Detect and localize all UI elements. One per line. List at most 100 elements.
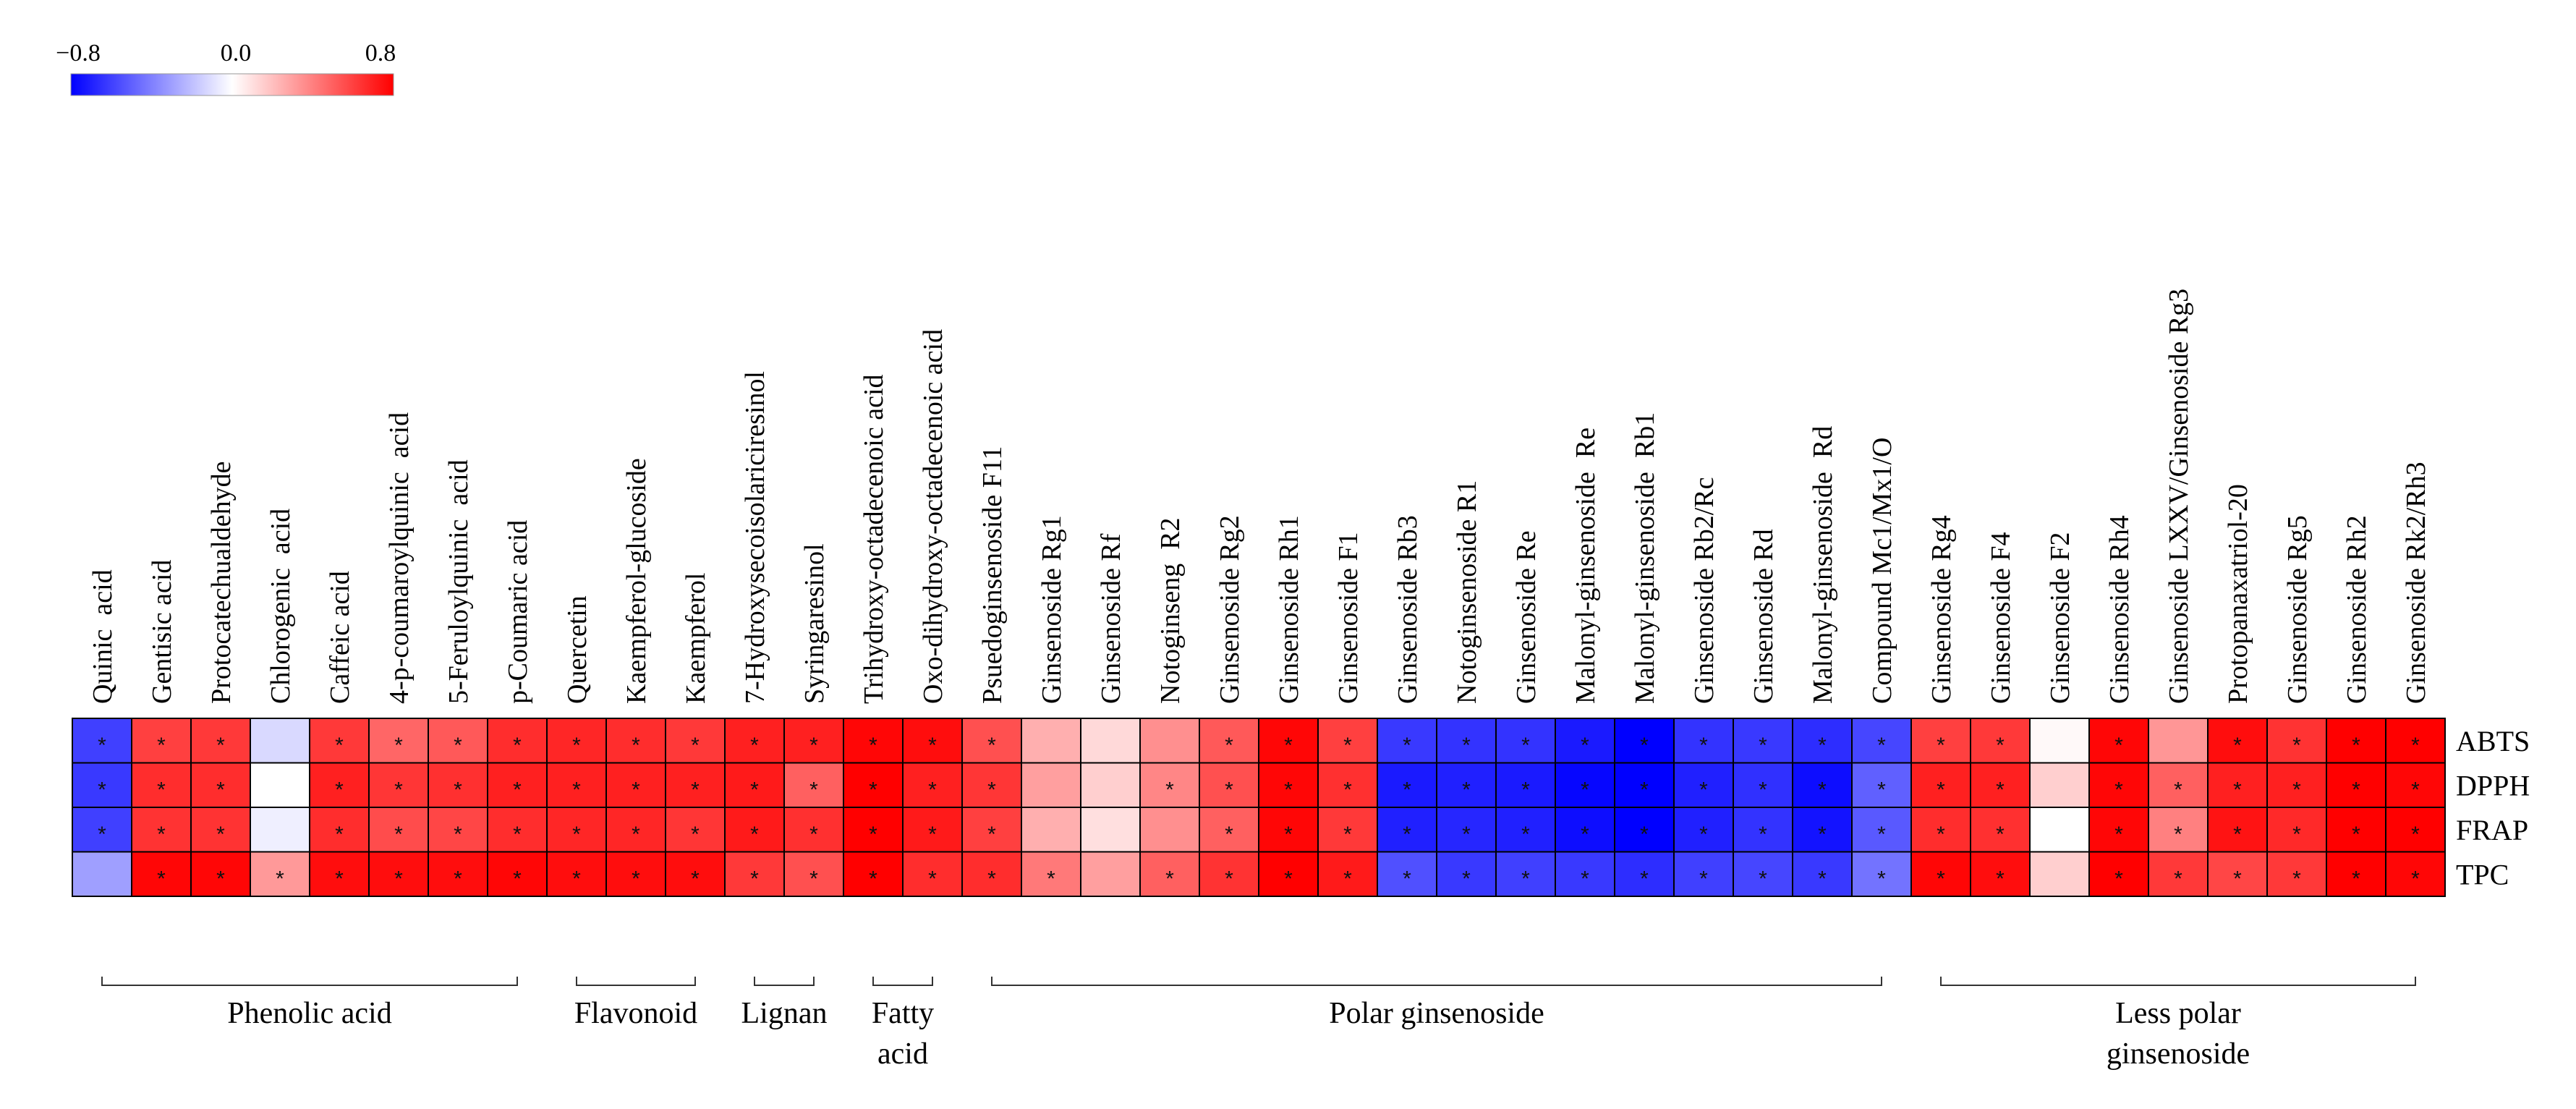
heatmap-cell <box>1258 807 1319 853</box>
significance-marker: * <box>157 823 166 846</box>
heatmap-cell <box>961 762 1022 808</box>
heatmap-cell <box>428 807 488 853</box>
significance-marker: * <box>1937 867 1945 891</box>
significance-marker: * <box>1284 734 1293 757</box>
significance-marker: * <box>2114 867 2123 891</box>
significance-marker: * <box>691 734 700 757</box>
heatmap-cell <box>1436 718 1497 764</box>
significance-marker: * <box>1165 778 1174 802</box>
significance-marker: * <box>2114 778 2123 802</box>
significance-marker: * <box>1996 867 2005 891</box>
heatmap-cell <box>2266 807 2327 853</box>
column-label: Ginsenoside F1 <box>1333 532 1364 705</box>
heatmap-cell <box>1021 762 1081 808</box>
column-label: Malonyl-ginsenoside Rb1 <box>1630 412 1660 704</box>
heatmap-cell <box>2326 762 2386 808</box>
heatmap-cell <box>487 807 548 853</box>
significance-marker: * <box>2233 778 2242 802</box>
heatmap-cell <box>72 851 132 897</box>
significance-marker: * <box>1343 823 1352 846</box>
significance-marker: * <box>1759 778 1767 802</box>
significance-marker: * <box>157 734 166 757</box>
heatmap-cell <box>309 807 370 853</box>
significance-marker: * <box>1640 734 1649 757</box>
significance-marker: * <box>2352 734 2360 757</box>
column-label: Ginsenoside Rg1 <box>1037 515 1067 704</box>
significance-marker: * <box>2411 734 2420 757</box>
significance-marker: * <box>394 867 403 891</box>
significance-marker: * <box>809 867 818 891</box>
significance-marker: * <box>454 778 462 802</box>
heatmap-cell <box>1377 718 1437 764</box>
column-label: Ginsenoside Rk2/Rh3 <box>2401 462 2431 704</box>
column-label: Ginsenoside Rg2 <box>1215 515 1245 704</box>
heatmap-cell <box>1436 851 1497 897</box>
heatmap-cell <box>783 807 844 853</box>
heatmap-cell <box>1733 807 1793 853</box>
heatmap-cell <box>2385 807 2446 853</box>
column-label: 5-Feruloylquinic acid <box>443 459 474 704</box>
significance-marker: * <box>2352 867 2360 891</box>
group-label: Flavonoid <box>574 997 697 1030</box>
heatmap-cell <box>1851 718 1912 764</box>
significance-marker: * <box>513 823 522 846</box>
significance-marker: * <box>454 867 462 891</box>
significance-marker: * <box>1343 778 1352 802</box>
significance-marker: * <box>1403 734 1411 757</box>
heatmap-cell <box>428 851 488 897</box>
significance-marker: * <box>987 734 996 757</box>
column-label: 4-p-coumaroylquinic acid <box>384 412 415 704</box>
significance-marker: * <box>216 734 225 757</box>
column-label: Notoginseng R2 <box>1155 517 1186 704</box>
heatmap-cell <box>2207 807 2268 853</box>
significance-marker: * <box>1521 867 1530 891</box>
heatmap-cell <box>902 718 963 764</box>
significance-marker: * <box>1640 823 1649 846</box>
heatmap-cell <box>902 807 963 853</box>
heatmap-cell <box>902 851 963 897</box>
heatmap-cell <box>843 762 904 808</box>
heatmap-cell <box>1792 762 1853 808</box>
significance-marker: * <box>1818 778 1827 802</box>
significance-marker: * <box>2233 867 2242 891</box>
heatmap-cell <box>546 718 607 764</box>
significance-marker: * <box>691 867 700 891</box>
column-label: Caffeic acid <box>325 571 355 704</box>
colorbar-tick-label: 0.0 <box>221 40 252 67</box>
heatmap-cell <box>1317 807 1378 853</box>
significance-marker: * <box>1462 734 1471 757</box>
heatmap-cell <box>1673 851 1734 897</box>
group-bracket <box>754 977 815 986</box>
significance-marker: * <box>869 778 877 802</box>
significance-marker: * <box>2352 823 2360 846</box>
heatmap-cell <box>131 762 192 808</box>
heatmap-cell <box>2326 807 2386 853</box>
heatmap-cell <box>665 718 726 764</box>
column-label: Protocatechualdehyde <box>206 461 237 704</box>
heatmap-cell <box>724 807 785 853</box>
significance-marker: * <box>1581 778 1589 802</box>
significance-marker: * <box>1877 734 1886 757</box>
column-label: Ginsenoside Rg4 <box>1926 515 1957 704</box>
significance-marker: * <box>750 867 759 891</box>
group-label: Phenolic acid <box>227 997 391 1030</box>
heatmap-cell <box>546 807 607 853</box>
group-brackets: Phenolic acid Flavonoid Lignan Fatty acid Pol… <box>101 977 2416 1071</box>
row-label: TPC <box>2456 858 2509 891</box>
column-label: Notoginsenoside R1 <box>1452 480 1482 704</box>
heatmap-cell <box>1080 718 1141 764</box>
significance-marker: * <box>869 823 877 846</box>
significance-marker: * <box>2174 867 2182 891</box>
row-label: ABTS <box>2456 725 2530 757</box>
heatmap-cell <box>1199 851 1259 897</box>
column-label: Quercetin <box>562 595 592 704</box>
column-label: Gentisic acid <box>147 560 177 704</box>
column-label: Syringaresinol <box>799 543 830 704</box>
heatmap-cell <box>250 807 310 853</box>
group-bracket <box>101 977 518 986</box>
heatmap-cell <box>546 762 607 808</box>
heatmap-cell <box>1614 851 1675 897</box>
heatmap-cell <box>724 851 785 897</box>
colorbar-gradient <box>70 73 394 96</box>
column-label: Ginsenoside F4 <box>1986 532 2016 705</box>
